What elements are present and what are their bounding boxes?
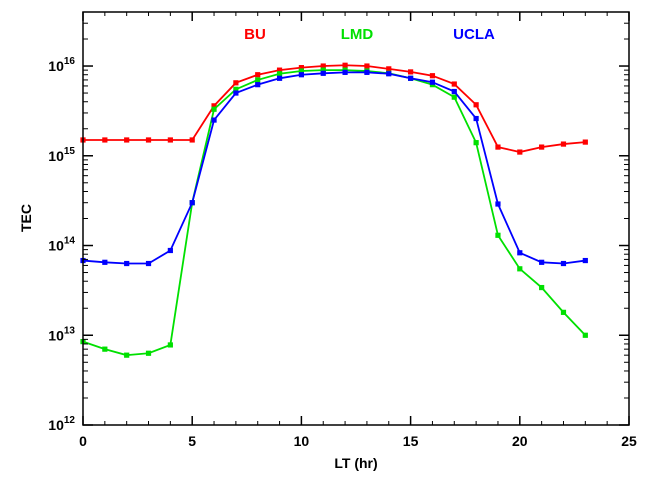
- series-line-bu: [83, 64, 586, 153]
- data-point-ucla: [342, 69, 348, 75]
- data-point-bu: [320, 63, 326, 69]
- data-point-ucla: [539, 259, 545, 265]
- data-point-ucla: [145, 260, 152, 267]
- data-point-bu: [408, 69, 414, 75]
- x-tick-label: 15: [403, 433, 419, 449]
- data-point-lmd: [560, 309, 567, 315]
- data-point-lmd: [276, 71, 283, 77]
- data-point-ucla: [255, 82, 261, 88]
- y-tick-label: 1016: [48, 56, 75, 74]
- data-point-ucla: [211, 117, 217, 123]
- legend-label-lmd: LMD: [341, 26, 374, 43]
- data-point-bu: [495, 144, 501, 150]
- data-point-lmd: [582, 332, 588, 338]
- plot-frame: [82, 11, 630, 426]
- data-point-ucla: [451, 88, 457, 95]
- data-point-lmd: [102, 346, 108, 352]
- legend-label-bu: BU: [244, 26, 266, 43]
- x-tick-label: 10: [294, 433, 310, 449]
- data-point-bu: [386, 66, 392, 72]
- data-point-bu: [255, 72, 261, 78]
- data-point-ucla: [473, 115, 479, 122]
- data-point-bu: [276, 67, 283, 73]
- legend: BU LMD UCLA: [244, 26, 495, 43]
- data-point-ucla: [233, 90, 239, 96]
- data-point-bu: [364, 63, 370, 69]
- data-point-bu: [189, 137, 195, 143]
- data-point-ucla: [517, 250, 523, 256]
- y-tick-label: 1014: [48, 236, 75, 254]
- data-point-ucla: [408, 75, 414, 81]
- data-point-ucla: [582, 257, 588, 264]
- data-point-ucla: [364, 69, 370, 75]
- plot-layer: [80, 62, 588, 358]
- data-point-ucla: [495, 201, 501, 207]
- data-point-lmd: [255, 77, 261, 83]
- legend-label-ucla: UCLA: [453, 26, 495, 43]
- data-point-bu: [539, 144, 545, 150]
- data-point-ucla: [386, 71, 392, 77]
- data-point-bu: [298, 65, 304, 71]
- data-point-lmd: [145, 350, 152, 356]
- data-point-lmd: [298, 68, 304, 74]
- data-point-lmd: [539, 284, 545, 291]
- data-point-lmd: [167, 342, 173, 348]
- series-line-lmd: [82, 69, 586, 357]
- x-tick-label: 5: [188, 433, 196, 449]
- data-point-bu: [582, 139, 588, 145]
- x-axis-title: LT (hr): [334, 455, 377, 471]
- data-point-lmd: [320, 67, 326, 73]
- data-point-ucla: [298, 72, 304, 78]
- data-point-bu: [102, 137, 108, 143]
- data-point-lmd: [211, 106, 217, 112]
- data-point-lmd: [517, 266, 523, 272]
- data-point-bu: [517, 149, 523, 155]
- data-point-ucla: [124, 260, 130, 267]
- data-point-lmd: [495, 232, 501, 238]
- x-tick-label: 0: [79, 433, 87, 449]
- y-axis-title: TEC: [18, 204, 34, 232]
- data-point-bu: [451, 81, 457, 87]
- y-tick-label: 1015: [48, 146, 75, 164]
- data-point-bu: [167, 137, 173, 143]
- data-point-bu: [233, 80, 239, 86]
- data-point-lmd: [473, 140, 479, 146]
- data-point-bu: [145, 137, 152, 143]
- data-point-ucla: [320, 70, 326, 76]
- data-point-bu: [560, 141, 567, 147]
- data-point-lmd: [451, 94, 457, 100]
- data-point-ucla: [560, 260, 567, 267]
- data-point-bu: [473, 102, 479, 108]
- data-point-ucla: [276, 75, 283, 81]
- series-line-ucla: [82, 71, 586, 265]
- data-point-lmd: [233, 86, 239, 92]
- data-point-ucla: [429, 79, 436, 85]
- y-tick-label: 1013: [48, 325, 75, 343]
- x-axis: 0 5 10 15 20 25: [79, 12, 637, 449]
- data-point-bu: [211, 103, 217, 109]
- data-point-bu: [342, 62, 348, 68]
- data-point-bu: [124, 137, 130, 143]
- x-tick-label: 20: [512, 433, 528, 449]
- x-tick-label: 25: [621, 433, 637, 449]
- data-point-ucla: [167, 247, 173, 254]
- y-axis: 1012 1013 1014 1015 1016: [48, 11, 629, 433]
- data-point-lmd: [124, 352, 130, 358]
- data-point-bu: [429, 73, 436, 79]
- data-point-ucla: [189, 200, 195, 206]
- data-point-ucla: [102, 259, 108, 265]
- y-tick-label: 1012: [48, 415, 75, 433]
